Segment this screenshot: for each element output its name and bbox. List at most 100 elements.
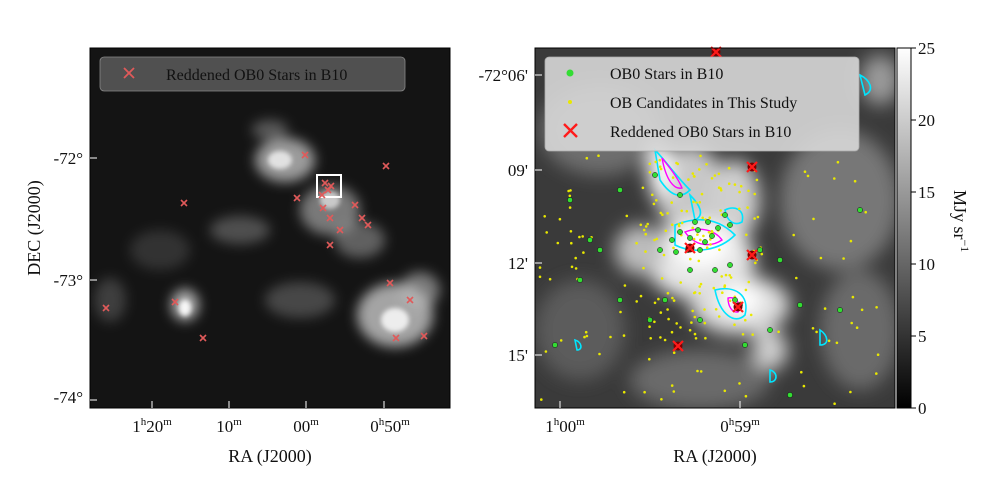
- candidate-dot: [597, 154, 600, 157]
- candidate-dot: [658, 158, 662, 162]
- candidate-dot: [644, 225, 648, 228]
- candidate-dot: [777, 330, 780, 334]
- candidate-dot: [672, 390, 676, 393]
- candidate-dot: [738, 190, 741, 194]
- candidate-dot: [642, 266, 645, 270]
- left-star-marker: [326, 214, 334, 222]
- candidate-dot: [717, 172, 721, 176]
- candidate-dot: [690, 321, 693, 324]
- zoom-region-box: [316, 174, 342, 198]
- candidate-dot: [679, 281, 682, 284]
- left-star-marker: [336, 226, 344, 234]
- candidate-dot: [720, 275, 723, 278]
- candidate-dot: [648, 171, 652, 174]
- right-legend-label-0: OB0 Stars in B10: [610, 66, 723, 83]
- candidate-dot: [744, 394, 748, 398]
- ob0-star-dot: [705, 219, 711, 225]
- left-legend-marker-icon: [123, 67, 135, 79]
- ob0-star-dot: [677, 192, 683, 198]
- candidate-dot: [717, 186, 721, 189]
- left-y-axis-label: DEC (J2000): [24, 180, 45, 276]
- candidate-dot: [693, 291, 697, 294]
- candidate-dot: [675, 161, 678, 165]
- candidate-dot: [570, 265, 574, 269]
- ob0-star-dot: [577, 277, 583, 283]
- candidate-dot: [806, 174, 810, 178]
- candidate-dot: [655, 237, 659, 241]
- candidate-dot: [663, 338, 667, 342]
- candidate-dot: [699, 238, 702, 242]
- candidate-dot: [827, 339, 831, 343]
- candidate-dot: [635, 241, 638, 245]
- candidate-dot: [679, 326, 682, 329]
- candidate-dot: [849, 390, 852, 394]
- candidate-dot: [651, 193, 654, 197]
- ob0-star-dot: [767, 327, 773, 333]
- right-y-tick-3: 15': [508, 346, 528, 365]
- candidate-dot: [815, 330, 818, 334]
- candidate-dot: [803, 170, 807, 173]
- candidate-dot: [639, 223, 643, 227]
- candidate-dot: [622, 390, 626, 394]
- candidate-dot: [639, 294, 643, 298]
- colorbar-label: MJy sr−1: [950, 190, 972, 252]
- right-x-axis-label: RA (J2000): [673, 446, 757, 467]
- candidate-dot: [703, 321, 707, 325]
- candidate-dot: [712, 286, 716, 290]
- ob0-star-dot: [857, 207, 863, 213]
- candidate-dot: [738, 207, 741, 211]
- candidate-dot: [738, 382, 741, 385]
- candidate-dot: [691, 226, 694, 230]
- candidate-dot: [646, 222, 649, 226]
- ob0-star-dot: [597, 247, 603, 253]
- candidate-dot: [698, 168, 701, 171]
- left-y-tick-0: -72°: [54, 149, 83, 168]
- candidate-dot: [648, 162, 652, 166]
- left-star-marker: [358, 214, 366, 222]
- candidate-dot: [671, 296, 674, 300]
- ob0-star-dot: [657, 247, 663, 253]
- candidate-dot: [693, 175, 696, 178]
- candidate-dot: [641, 186, 645, 190]
- candidate-dot: [642, 228, 646, 232]
- ob0-star-dot: [617, 297, 623, 303]
- candidate-dot: [702, 234, 705, 238]
- candidate-dot: [853, 179, 857, 183]
- candidate-dot: [710, 177, 714, 180]
- candidate-dot: [746, 206, 749, 209]
- left-star-marker: [301, 151, 309, 159]
- candidate-dot: [710, 229, 714, 233]
- candidate-dot: [811, 327, 815, 330]
- candidate-dot: [792, 233, 795, 237]
- candidate-dot: [744, 288, 748, 292]
- candidate-dot: [672, 299, 676, 302]
- candidate-dot: [850, 321, 853, 325]
- candidate-dot: [709, 238, 712, 241]
- candidate-dot: [670, 330, 674, 334]
- right-x-tick-0: 1h00m: [545, 416, 585, 436]
- left-x-tick-2: 00m: [293, 416, 319, 436]
- left-star-marker: [326, 241, 334, 249]
- candidate-dot: [670, 384, 674, 387]
- candidate-dot: [691, 309, 694, 313]
- candidate-dot: [705, 246, 709, 249]
- left-star-marker: [180, 199, 188, 207]
- candidate-dot: [744, 318, 747, 322]
- left-star-marker: [171, 298, 179, 306]
- reddened-star-marker: [746, 161, 758, 173]
- right-legend-label-1: OB Candidates in This Study: [610, 95, 797, 112]
- candidate-dot: [622, 334, 626, 337]
- right-reddened-stars: [672, 46, 758, 352]
- ob0-star-dot: [712, 267, 718, 273]
- candidate-dot: [833, 402, 836, 406]
- candidate-dot: [659, 211, 663, 215]
- ob0-star-dot: [587, 237, 593, 243]
- candidate-dot: [747, 280, 751, 284]
- candidate-dot: [654, 160, 657, 164]
- candidate-dot: [585, 156, 589, 160]
- candidate-dot: [812, 217, 815, 221]
- candidate-dot: [800, 370, 803, 374]
- candidate-dot: [660, 398, 663, 401]
- candidate-dot: [568, 206, 572, 209]
- candidate-dot: [864, 210, 867, 214]
